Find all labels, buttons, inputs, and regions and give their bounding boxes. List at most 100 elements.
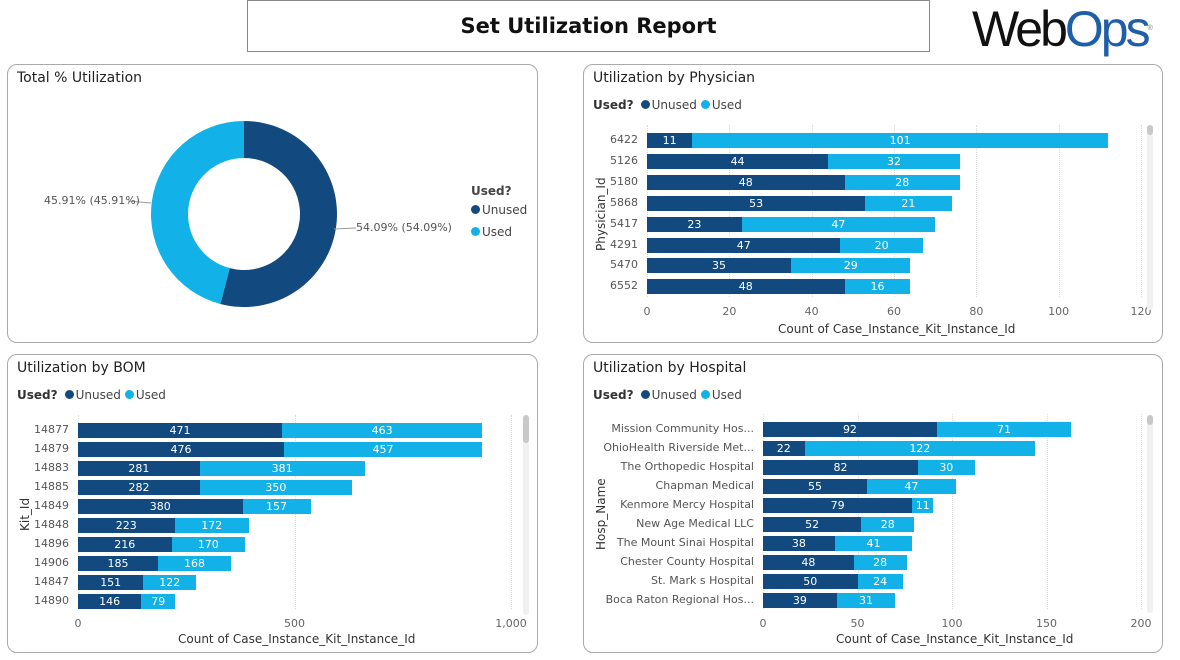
bar-used[interactable]: 47 [741,216,936,232]
bar-used[interactable]: 101 [692,133,1109,148]
unused-dot-icon [640,390,650,399]
donut-slice-unused[interactable] [220,121,337,307]
bar-used[interactable]: 122 [804,441,1036,456]
category-label: 5868 [610,195,638,209]
legend-item-unused[interactable]: Unused [640,388,697,402]
chart-legend: Used? Unused Used [593,98,742,112]
bar-used[interactable]: 28 [861,517,915,532]
x-tick-label: 120 [1130,305,1152,318]
bar-data-label: 23 [687,217,702,231]
used-dot-icon [700,100,710,109]
category-label: 5180 [610,174,638,188]
bar-data-label: 122 [159,576,181,589]
bar-data-label: 53 [749,196,764,210]
donut-slice-used[interactable] [150,121,244,304]
bar-data-label: 172 [201,519,223,532]
bar-unused[interactable]: 44 [647,153,829,169]
bar-unused[interactable]: 50 [763,574,858,589]
scrollbar-thumb[interactable] [523,415,529,443]
bar-unused[interactable]: 281 [78,461,200,476]
donut-legend: Used? Unused Used [471,184,527,239]
chart-legend: Used? Unused Used [593,388,742,402]
gridline [729,125,731,297]
bar-used[interactable]: 168 [158,556,231,571]
unused-dot-icon [640,100,650,109]
legend-item-unused[interactable]: Unused [471,203,527,217]
bar-unused[interactable]: 223 [78,518,175,533]
bar-unused[interactable]: 79 [763,498,913,513]
bar-unused[interactable]: 53 [647,195,866,211]
bar-used[interactable]: 463 [281,423,483,438]
legend-item-used[interactable]: Used [124,388,166,402]
scrollbar[interactable] [1147,125,1153,310]
scrollbar-thumb[interactable] [1147,415,1153,425]
bar-unused[interactable]: 216 [78,537,172,552]
bar-unused[interactable]: 47 [647,237,841,253]
legend-item-unused[interactable]: Unused [640,98,697,112]
bar-unused[interactable]: 35 [647,258,792,274]
bar-used[interactable]: 32 [828,153,960,169]
bar-data-label: 281 [128,462,150,475]
category-label: 6552 [610,279,638,293]
bar-unused[interactable]: 11 [647,133,693,148]
bar-used[interactable]: 381 [199,461,365,476]
category-label: 6422 [610,133,638,146]
x-tick-label: 150 [1036,617,1057,630]
bar-unused[interactable]: 380 [78,499,243,514]
bar-data-label: 82 [833,461,848,474]
bar-data-label: 48 [801,556,816,569]
scrollbar[interactable] [523,415,529,615]
bar-used[interactable]: 47 [866,479,956,494]
scrollbar-thumb[interactable] [1147,125,1153,135]
bar-unused[interactable]: 471 [78,423,282,438]
bar-unused[interactable]: 52 [763,517,862,532]
bar-used[interactable]: 157 [242,499,311,514]
bar-used[interactable]: 172 [174,518,250,533]
bar-used[interactable]: 11 [912,498,934,513]
bar-used[interactable]: 28 [853,555,907,570]
bar-unused[interactable]: 146 [78,594,142,609]
bar-unused[interactable]: 92 [763,422,937,437]
legend-item-used[interactable]: Used [471,225,527,239]
bar-used[interactable]: 21 [865,195,952,211]
bar-unused[interactable]: 476 [78,442,285,457]
bar-used[interactable]: 28 [844,174,960,190]
bar-used[interactable]: 79 [141,594,176,609]
bar-unused[interactable]: 39 [763,593,837,608]
bar-used[interactable]: 16 [844,279,911,295]
bar-used[interactable]: 350 [200,480,352,495]
bar-unused[interactable]: 185 [78,556,159,571]
bar-unused[interactable]: 48 [647,174,845,190]
unused-leader-line [333,227,357,230]
bar-unused[interactable]: 48 [647,279,845,295]
bar-unused[interactable]: 22 [763,441,805,456]
bar-unused[interactable]: 38 [763,536,835,551]
scrollbar[interactable] [1147,415,1153,613]
unused-data-label: 54.09% (54.09%) [356,221,452,234]
bar-unused[interactable]: 55 [763,479,867,494]
x-axis-title: Count of Case_Instance_Kit_Instance_Id [778,322,1016,336]
bar-used[interactable]: 24 [857,574,903,589]
legend-item-used[interactable]: Used [700,388,742,402]
legend-item-unused[interactable]: Unused [64,388,121,402]
bar-unused[interactable]: 23 [647,216,742,232]
legend-item-used[interactable]: Used [700,98,742,112]
bar-used[interactable]: 31 [836,593,896,608]
bar-used[interactable]: 20 [840,237,923,253]
bar-used[interactable]: 457 [284,442,482,457]
panel-total-utilization: Total % Utilization 45.91% (45.91%) 54.0… [7,64,538,343]
bar-unused[interactable]: 151 [78,575,144,590]
bar-unused[interactable]: 282 [78,480,201,495]
bar-used[interactable]: 30 [917,460,975,475]
chart-legend: Used? Unused Used [17,388,166,402]
bar-used[interactable]: 29 [791,258,911,274]
bar-used[interactable]: 170 [171,537,246,552]
category-label: 14906 [34,556,69,569]
category-label: The Orthopedic Hospital [620,460,754,473]
bar-used[interactable]: 41 [834,536,913,551]
bar-unused[interactable]: 82 [763,460,918,475]
bar-used[interactable]: 122 [143,575,197,590]
bar-used[interactable]: 71 [936,422,1072,437]
bar-unused[interactable]: 48 [763,555,854,570]
bar-data-label: 146 [99,595,121,608]
